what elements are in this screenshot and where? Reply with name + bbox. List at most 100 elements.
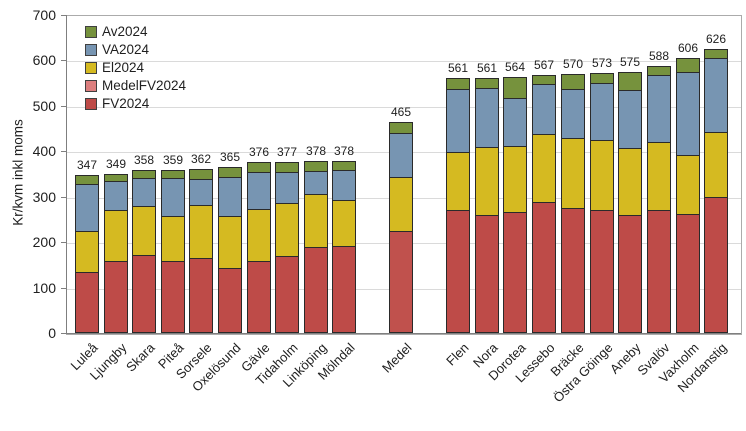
chart-legend: Av2024 VA2024 El2024 MedelFV2024 FV2024 [85,23,186,112]
segment-fv2024-sval-v [647,210,671,333]
segment-el2024-g-vle [247,209,271,262]
total-label-nora: 561 [476,61,498,75]
segment-fv2024-link-ping [304,247,328,333]
y-tick-label-100: 100 [32,279,56,296]
total-label-tidaholm: 377 [276,145,298,159]
segment-va2024-ljungby [104,181,128,211]
y-tick-label-200: 200 [32,234,56,251]
segment-el2024-link-ping [304,194,328,248]
total-label-medel: 465 [390,105,412,119]
segment-el2024-pite- [161,216,185,262]
y-tick-label-500: 500 [32,97,56,114]
segment-el2024-skara [132,206,156,256]
legend-item-fv2024: FV2024 [85,95,186,112]
segment-va2024-flen [446,89,470,153]
bar-dorotea [503,77,527,333]
segment-va2024-nora [475,88,499,148]
segment-va2024-dorotea [503,98,527,147]
segment-el2024-sorsele [189,205,213,259]
segment-el2024-nordanstig [704,132,728,198]
segment-el2024--stra-g-inge [590,140,614,211]
segment-el2024-vaxholm [676,155,700,215]
segment-va2024-vaxholm [676,72,700,156]
bar-aneby [618,72,642,333]
segment-va2024-pite- [161,178,185,217]
bar-lule- [75,175,99,333]
bar-ljungby [104,174,128,333]
total-label-dorotea: 564 [504,60,526,74]
legend-label-medelfv2024: MedelFV2024 [102,78,187,93]
segment-fv2024-tidaholm [275,256,299,333]
total-label-lule-: 347 [76,158,98,172]
segment-fv2024-ljungby [104,261,128,333]
segment-va2024-medel [389,133,413,178]
legend-label-el2024: El2024 [102,60,145,75]
legend-label-fv2024: FV2024 [102,96,150,111]
bar-br-cke [561,74,585,333]
segment-fv2024-flen [446,210,470,333]
segment-fv2024-vaxholm [676,214,700,333]
total-label-lessebo: 567 [533,58,555,72]
y-tick-label-700: 700 [32,7,56,23]
segment-fv2024-lessebo [532,202,556,333]
bar-link-ping [304,161,328,333]
total-label-aneby: 575 [619,55,641,69]
segment-va2024-sval-v [647,75,671,143]
segment-el2024-m-lndal [332,200,356,247]
total-label-sval-v: 588 [648,49,670,63]
legend-label-va2024: VA2024 [102,42,150,57]
bar-tidaholm [275,162,299,333]
segment-fv2024-sorsele [189,258,213,333]
segment-fv2024-lule- [75,272,99,333]
y-tick-label-400: 400 [32,143,56,160]
segment-av2024-br-cke [561,74,585,90]
segment-va2024-lule- [75,184,99,232]
y-axis-title: Kr/kvm inkl moms [10,119,26,226]
segment-fv2024-nordanstig [704,197,728,333]
segment-el2024-br-cke [561,138,585,209]
total-label-pite-: 359 [162,153,184,167]
segment-fv2024-skara [132,255,156,333]
segment-va2024-nordanstig [704,58,728,133]
y-tick-500 [61,106,66,107]
bar-nordanstig [704,49,728,333]
gridline-500 [67,107,741,108]
y-tick-700 [61,15,66,16]
bar-m-lndal [332,161,356,333]
legend-swatch-icon-el2024 [85,61,97,74]
segment-el2024-lessebo [532,134,556,203]
total-label-ljungby: 349 [105,157,127,171]
y-tick-400 [61,151,66,152]
segment-el2024-aneby [618,148,642,216]
total-label-m-lndal: 378 [333,144,355,158]
bar-pite- [161,170,185,333]
bar--stra-g-inge [590,73,614,333]
total-label-br-cke: 570 [562,57,584,71]
segment-va2024-g-vle [247,172,271,210]
segment-va2024-m-lndal [332,170,356,201]
legend-swatch-icon-av2024 [85,25,97,38]
total-label-g-vle: 376 [248,145,270,159]
segment-va2024-link-ping [304,171,328,195]
legend-item-medelfv2024: MedelFV2024 [85,77,186,94]
segment-el2024-nora [475,147,499,216]
legend-item-el2024: El2024 [85,59,186,76]
segment-el2024-lule- [75,231,99,273]
bar-sval-v [647,66,671,333]
segment-va2024-tidaholm [275,172,299,204]
segment-av2024-vaxholm [676,58,700,73]
segment-fv2024-oxel-sund [218,268,242,333]
legend-swatch-icon-medelfv2024 [85,79,97,92]
segment-el2024-dorotea [503,146,527,213]
segment-fv2024-br-cke [561,208,585,333]
legend-swatch-icon-fv2024 [85,97,97,110]
total-label-flen: 561 [447,61,469,75]
segment-va2024-oxel-sund [218,177,242,217]
segment-el2024-flen [446,152,470,211]
bar-lessebo [532,75,556,333]
bar-flen [446,78,470,333]
total-label-oxel-sund: 365 [219,150,241,164]
y-tick-100 [61,288,66,289]
total-label-nordanstig: 626 [705,32,727,46]
